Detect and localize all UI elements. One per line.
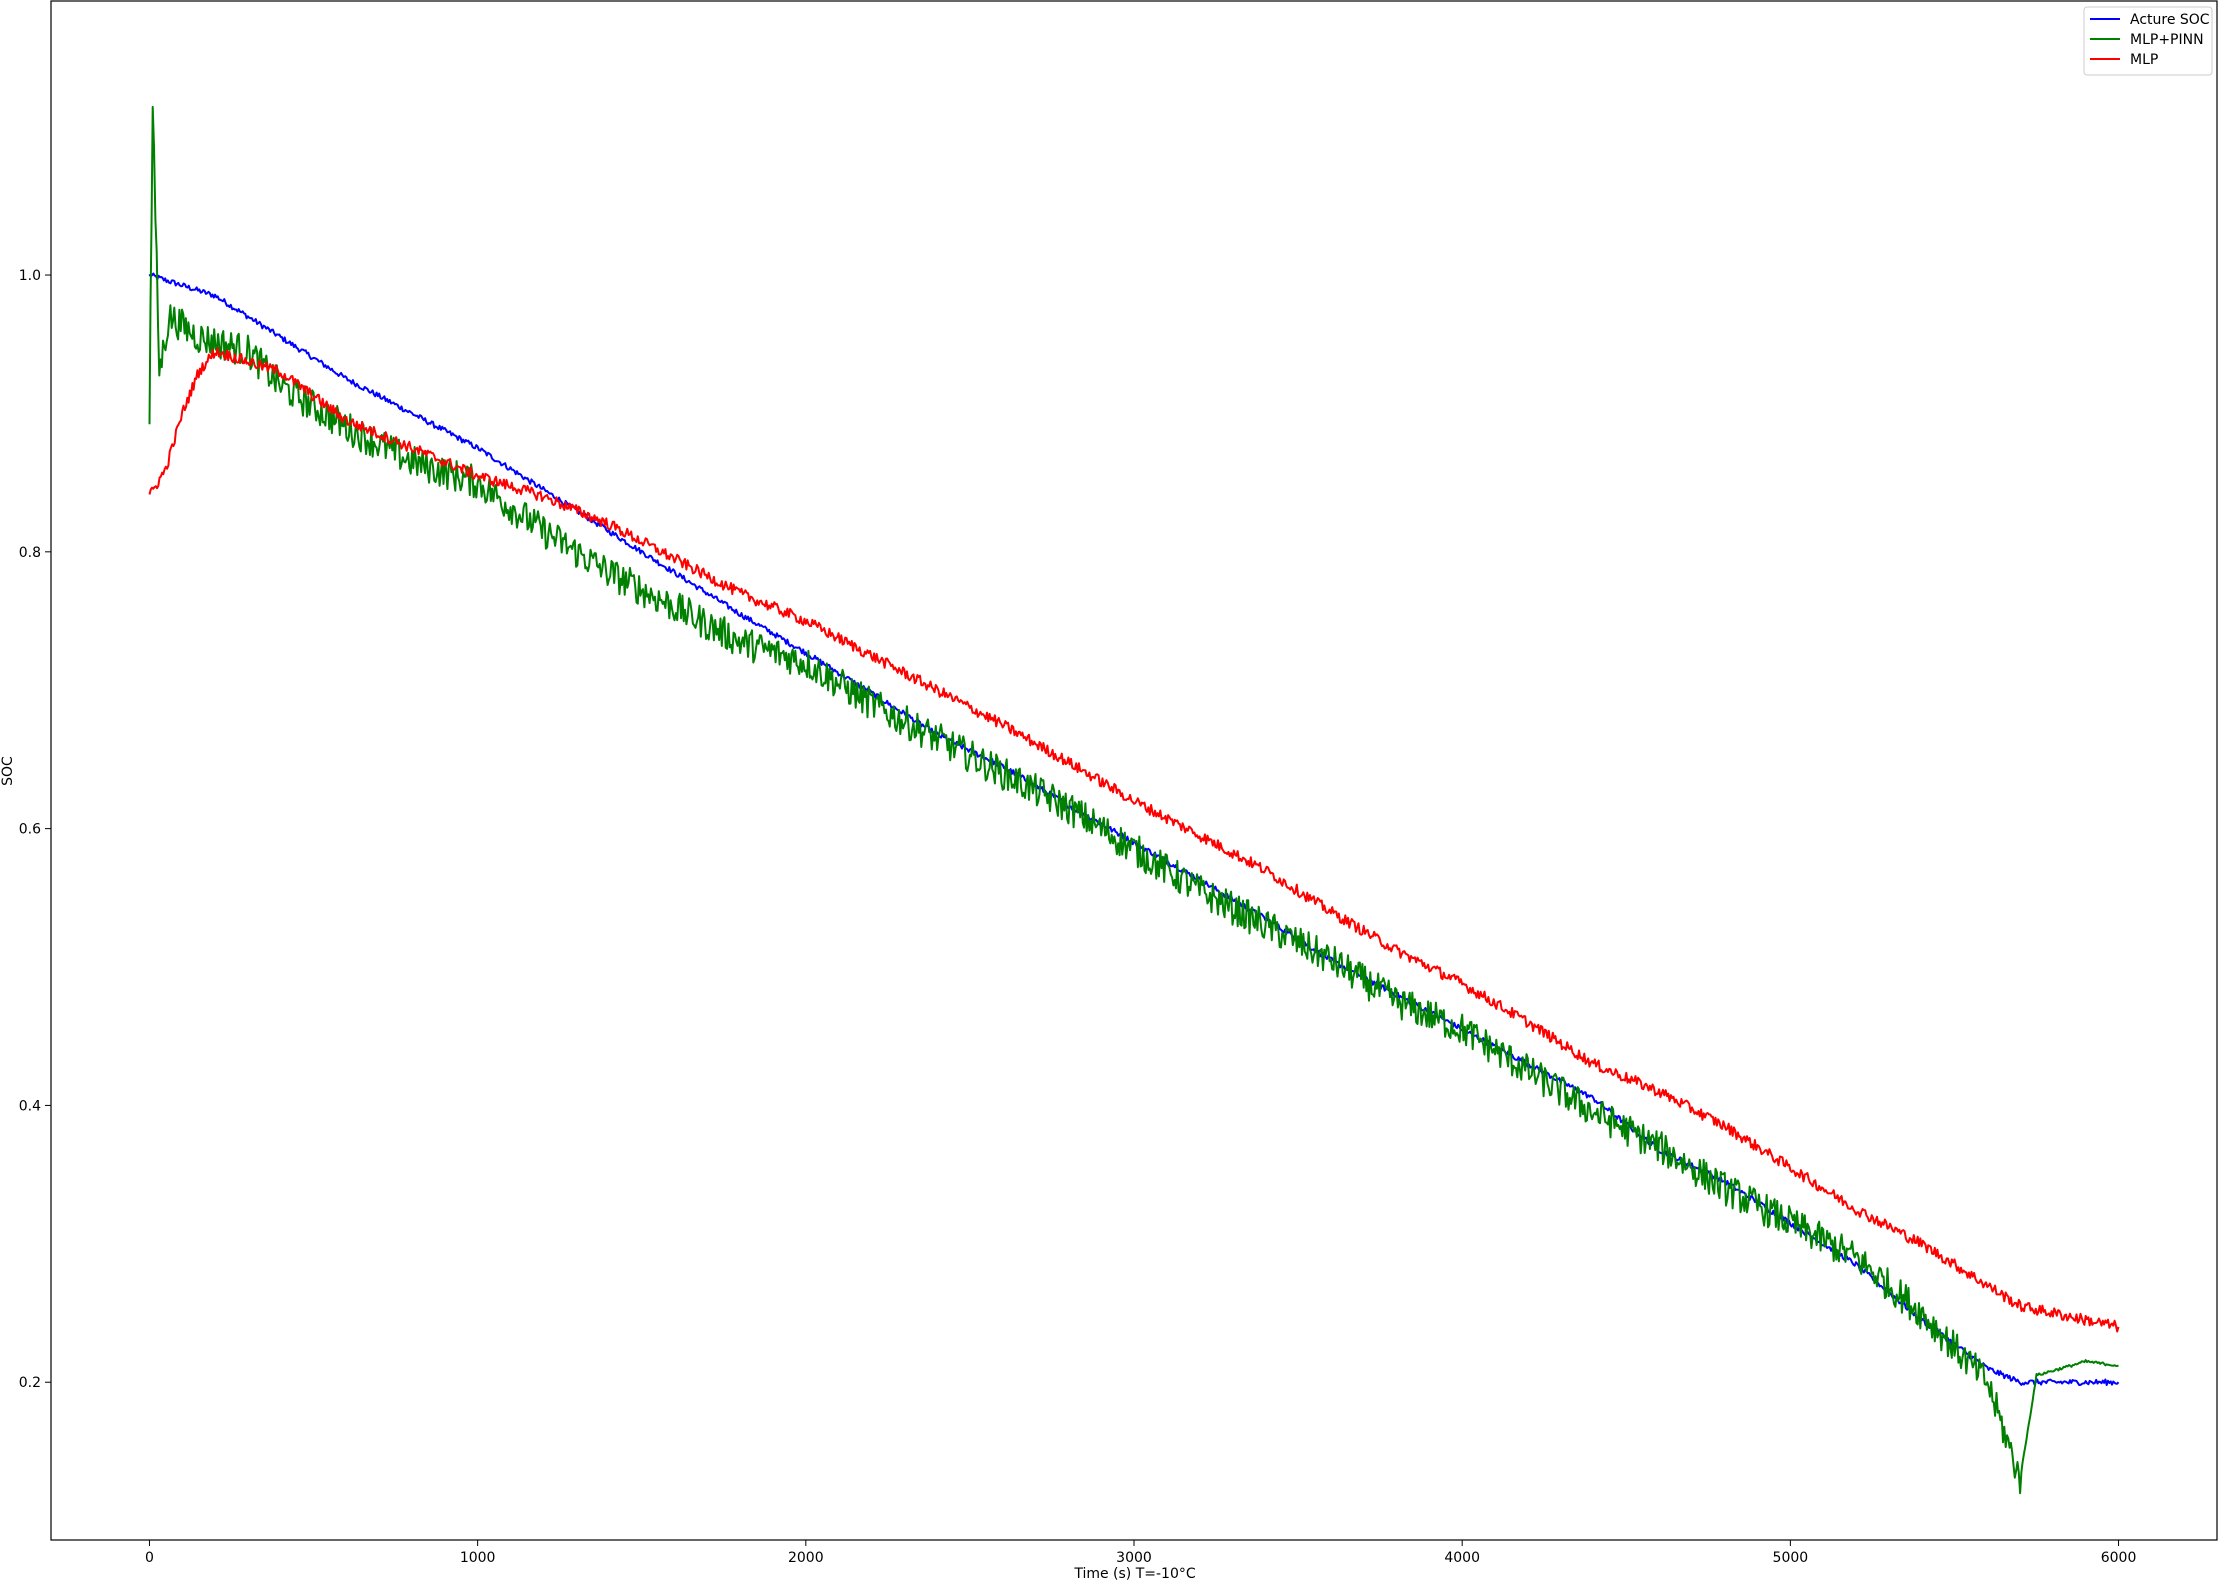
x-tick-label: 0 <box>145 1550 154 1566</box>
y-tick-label: 0.4 <box>19 1098 41 1114</box>
legend-label: Acture SOC <box>2130 12 2210 28</box>
series-line-acture-soc <box>148 272 2120 1386</box>
y-axis-label: SOC <box>0 756 16 786</box>
y-axis-ticks: 0.2 0.4 0.6 0.8 1.0 <box>19 268 51 1391</box>
x-tick-label: 2000 <box>788 1550 824 1566</box>
legend-label: MLP <box>2130 52 2158 68</box>
y-tick-label: 0.8 <box>19 545 41 561</box>
series-layer <box>148 105 2120 1495</box>
x-tick-label: 3000 <box>1116 1550 1152 1566</box>
legend: Acture SOC MLP+PINN MLP <box>2083 6 2213 76</box>
series-line-mlp <box>148 346 2120 1333</box>
x-tick-label: 5000 <box>1773 1550 1809 1566</box>
series-line-mlp-pinn <box>148 105 2119 1495</box>
x-axis-label: Time (s) T=-10°C <box>1073 1566 1196 1582</box>
x-axis-ticks: 0 1000 2000 3000 4000 5000 6000 <box>145 1540 2136 1566</box>
y-tick-label: 1.0 <box>19 268 41 284</box>
y-tick-label: 0.2 <box>19 1375 41 1391</box>
x-tick-label: 6000 <box>2101 1550 2137 1566</box>
x-tick-label: 1000 <box>460 1550 496 1566</box>
legend-label: MLP+PINN <box>2130 32 2204 48</box>
y-tick-label: 0.6 <box>19 822 41 838</box>
x-tick-label: 4000 <box>1444 1550 1480 1566</box>
